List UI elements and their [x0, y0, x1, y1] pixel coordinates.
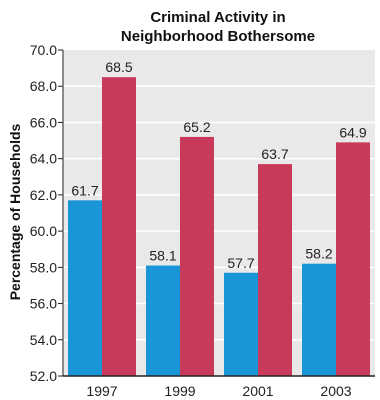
bar: [102, 77, 136, 377]
data-label: 68.5: [105, 59, 132, 75]
y-tick-label: 66.0: [30, 114, 57, 130]
data-label: 57.7: [227, 255, 254, 271]
bars: [68, 77, 370, 377]
x-tick-label: 1999: [164, 383, 195, 399]
data-labels: 61.7 68.5 58.1 65.2 57.7 63.7 58.2 64.9: [71, 59, 366, 271]
y-tick-label: 70.0: [30, 42, 57, 58]
y-axis-label: Percentage of Households: [7, 123, 23, 300]
x-tick-label: 2001: [242, 383, 273, 399]
bar: [224, 272, 258, 376]
bar: [336, 142, 370, 376]
y-tick-label: 64.0: [30, 151, 57, 167]
y-tick-label: 62.0: [30, 187, 57, 203]
bar: [302, 263, 336, 376]
y-tick-label: 54.0: [30, 332, 57, 348]
bar: [68, 200, 102, 376]
data-label: 64.9: [339, 124, 366, 140]
chart-title-line-2: Neighborhood Bothersome: [121, 28, 315, 45]
y-tick-label: 56.0: [30, 296, 57, 312]
x-axis-ticks: 1997 1999 2001 2003: [86, 383, 351, 399]
data-label: 65.2: [183, 119, 210, 135]
data-label: 61.7: [71, 182, 98, 198]
x-tick-label: 1997: [86, 383, 117, 399]
bar: [146, 265, 180, 376]
data-label: 58.2: [305, 246, 332, 262]
bar: [258, 164, 292, 376]
chart-title-line-1: Criminal Activity in: [150, 9, 285, 26]
bar: [180, 136, 214, 376]
x-tick-label: 2003: [320, 383, 351, 399]
y-tick-label: 52.0: [30, 368, 57, 384]
y-tick-label: 68.0: [30, 78, 57, 94]
data-label: 58.1: [149, 248, 176, 264]
y-tick-label: 58.0: [30, 259, 57, 275]
data-label: 63.7: [261, 146, 288, 162]
y-tick-label: 60.0: [30, 223, 57, 239]
y-axis-ticks: 52.0 54.0 56.0 58.0 60.0 62.0 64.0 66.0 68.0 70.0: [30, 42, 63, 384]
